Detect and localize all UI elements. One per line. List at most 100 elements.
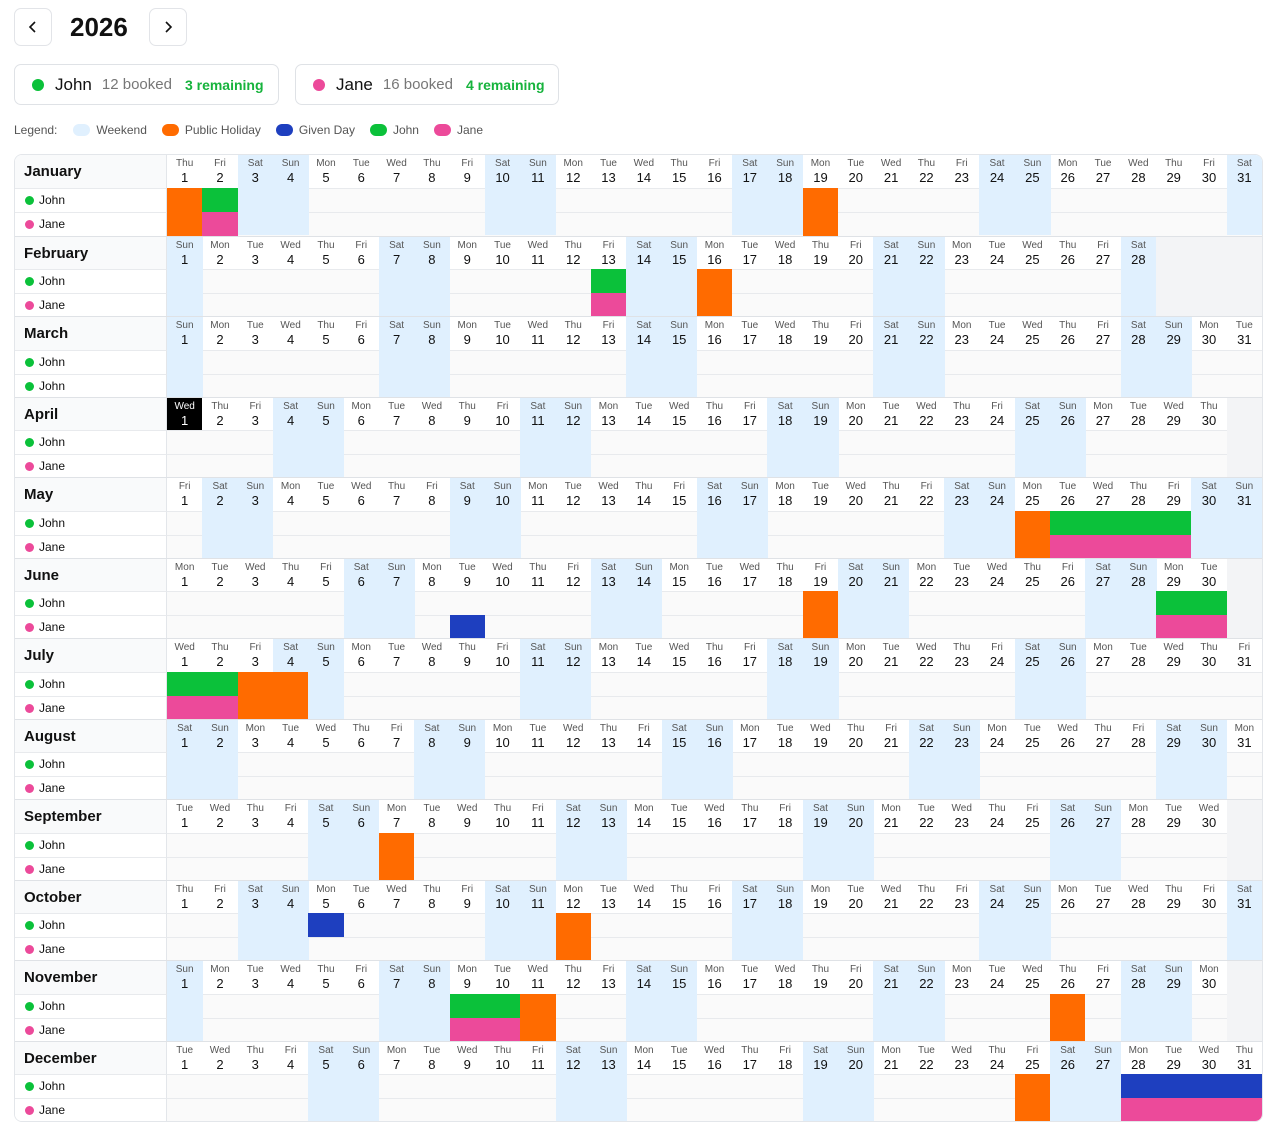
- booking[interactable]: [1120, 1074, 1262, 1098]
- booking[interactable]: [1050, 993, 1086, 1018]
- day-number: 28: [1131, 815, 1146, 830]
- booking[interactable]: [802, 615, 839, 639]
- day-number: 3: [251, 976, 259, 991]
- weekday-label: Tue: [176, 803, 194, 814]
- weekday-label: Wed: [704, 803, 725, 814]
- row-label-cell: [15, 269, 167, 293]
- booking[interactable]: [167, 695, 238, 720]
- booking[interactable]: [802, 211, 839, 236]
- booking[interactable]: [167, 671, 238, 696]
- day-number: 31: [1237, 734, 1252, 750]
- weekday-label: Sat: [918, 722, 934, 734]
- booking[interactable]: [1120, 1098, 1262, 1121]
- booking[interactable]: [237, 671, 309, 696]
- prev-year-button[interactable]: [14, 8, 52, 46]
- weekday-label: Thu: [811, 320, 830, 331]
- row-name: Jane: [39, 620, 66, 634]
- booking[interactable]: [1156, 615, 1227, 639]
- row-background: [15, 913, 1262, 937]
- day-number: 9: [463, 976, 471, 991]
- day-number: 4: [286, 332, 295, 347]
- booking[interactable]: [1156, 591, 1227, 615]
- booking[interactable]: [520, 993, 556, 1018]
- booking[interactable]: [167, 211, 203, 236]
- weekday-label: Mon: [492, 722, 513, 734]
- weekday-label: Thu: [564, 239, 582, 251]
- booking[interactable]: [555, 937, 591, 961]
- booking[interactable]: [555, 913, 591, 937]
- booking[interactable]: [1014, 1074, 1051, 1098]
- weekend-column: [1014, 880, 1051, 960]
- booking[interactable]: [1050, 534, 1192, 559]
- calendar: January John Jane Thu 1 Fri 2 Sat 3 Sun 4 Mon 5 Tue 6 W…: [14, 154, 1263, 1122]
- booking[interactable]: [378, 856, 415, 881]
- weekday-label: Thu: [847, 722, 865, 734]
- row-label-cell: [15, 454, 167, 478]
- booking[interactable]: [1014, 510, 1051, 535]
- weekday-label: Sat: [636, 320, 652, 331]
- day-number: 10: [495, 573, 510, 589]
- weekend-column: [1226, 478, 1262, 558]
- weekday-label: Sun: [1023, 883, 1042, 895]
- booking[interactable]: [449, 993, 521, 1018]
- day-number: 28: [1131, 895, 1146, 911]
- weekend-column: [696, 719, 733, 799]
- booking[interactable]: [590, 269, 627, 293]
- booking[interactable]: [1014, 534, 1051, 559]
- booking[interactable]: [590, 293, 627, 317]
- booking[interactable]: [308, 913, 344, 937]
- weekend-column: [1014, 155, 1051, 235]
- booking[interactable]: [696, 269, 733, 293]
- booking[interactable]: [449, 1017, 521, 1042]
- remaining-count: 4 remaining: [465, 76, 545, 93]
- booking[interactable]: [1050, 510, 1192, 535]
- booking[interactable]: [378, 832, 415, 857]
- day-number: 14: [636, 654, 652, 669]
- row-name: John: [39, 918, 66, 932]
- weekday-label: Fri: [567, 561, 580, 573]
- weekday-label: Wed: [209, 1044, 231, 1056]
- weekday-label: Thu: [1165, 158, 1183, 169]
- booking[interactable]: [167, 187, 203, 212]
- booking[interactable]: [802, 591, 839, 615]
- booking[interactable]: [202, 187, 238, 212]
- day-number: 20: [848, 412, 864, 428]
- person-card[interactable]: John 12 booked 3 remaining: [14, 64, 279, 105]
- day-number: 12: [565, 895, 581, 911]
- person-dot: [313, 78, 325, 91]
- booking[interactable]: [1014, 1098, 1051, 1121]
- next-year-button[interactable]: [149, 8, 187, 46]
- person-dot: [32, 78, 44, 91]
- day-number: 27: [1095, 170, 1111, 185]
- booking[interactable]: [520, 1017, 556, 1042]
- booking[interactable]: [202, 211, 238, 236]
- day-number: 10: [495, 332, 510, 347]
- weekday-label: Fri: [743, 642, 756, 653]
- weekend-column: [908, 961, 945, 1041]
- month-block: December John Jane Tue 1 Wed 2 Thu 3 Fri 4 Sat 5 Sun 6…: [15, 1040, 1262, 1121]
- weekday-label: Mon: [563, 883, 583, 895]
- booking[interactable]: [802, 187, 839, 212]
- row-label-cell: [15, 937, 167, 961]
- day-number: 9: [463, 573, 471, 589]
- booking[interactable]: [1050, 1017, 1086, 1042]
- weekend-column: [767, 397, 804, 477]
- row-label-cell: [15, 752, 167, 776]
- weekday-label: Fri: [355, 964, 368, 975]
- booking[interactable]: [696, 293, 733, 317]
- day-number: 25: [1025, 170, 1040, 185]
- weekday-label: Tue: [1235, 320, 1253, 331]
- row-name: John: [39, 1079, 66, 1093]
- day-number: 30: [1201, 895, 1217, 911]
- person-card[interactable]: Jane 16 booked 4 remaining: [295, 64, 559, 105]
- day-number: 26: [1060, 895, 1075, 911]
- weekday-label: Tue: [388, 642, 406, 653]
- booking[interactable]: [237, 695, 309, 720]
- weekend-column: [590, 800, 627, 880]
- day-number: 3: [251, 573, 259, 589]
- booking[interactable]: [449, 615, 485, 639]
- weekday-label: Thu: [953, 642, 971, 653]
- day-number: 1: [181, 251, 189, 267]
- weekday-label: Sun: [423, 239, 441, 251]
- weekday-label: Sat: [389, 964, 405, 975]
